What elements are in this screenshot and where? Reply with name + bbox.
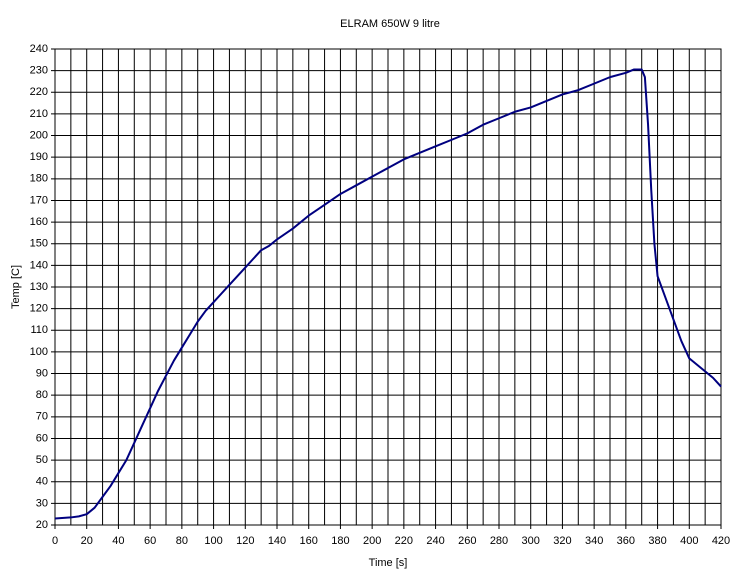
y-tick-label: 120 xyxy=(30,303,48,315)
x-tick-label: 140 xyxy=(268,535,286,547)
y-tick-label: 180 xyxy=(30,173,48,185)
x-tick-label: 100 xyxy=(204,535,222,547)
y-tick-label: 210 xyxy=(30,108,48,120)
y-tick-label: 160 xyxy=(30,216,48,228)
x-tick-label: 320 xyxy=(553,535,571,547)
y-tick-label: 130 xyxy=(30,281,48,293)
x-tick-label: 80 xyxy=(176,535,188,547)
x-tick-label: 220 xyxy=(395,535,413,547)
x-tick-label: 420 xyxy=(712,535,730,547)
y-tick-label: 40 xyxy=(36,476,48,488)
x-tick-label: 380 xyxy=(648,535,666,547)
x-tick-label: 340 xyxy=(585,535,603,547)
y-tick-label: 110 xyxy=(30,324,48,336)
y-tick-label: 20 xyxy=(36,519,48,531)
y-tick-label: 140 xyxy=(30,259,48,271)
x-tick-label: 300 xyxy=(522,535,540,547)
chart-title: ELRAM 650W 9 litre xyxy=(340,18,440,30)
x-tick-label: 160 xyxy=(300,535,318,547)
y-tick-label: 170 xyxy=(30,194,48,206)
data-line xyxy=(54,68,722,520)
y-tick-label: 220 xyxy=(30,86,48,98)
x-tick-label: 400 xyxy=(680,535,698,547)
x-tick-label: 20 xyxy=(81,535,93,547)
y-tick-label: 70 xyxy=(36,411,48,423)
y-tick-label: 150 xyxy=(30,238,48,250)
y-tick-label: 60 xyxy=(36,432,48,444)
y-axis-label: Temp [C] xyxy=(10,265,22,309)
x-tick-label: 0 xyxy=(52,535,58,547)
x-tick-label: 200 xyxy=(363,535,381,547)
y-tick-label: 100 xyxy=(30,346,48,358)
y-tick-label: 230 xyxy=(30,65,48,77)
x-tick-label: 240 xyxy=(426,535,444,547)
y-tick-label: 190 xyxy=(30,151,48,163)
y-tick-label: 50 xyxy=(36,454,48,466)
x-tick-label: 180 xyxy=(331,535,349,547)
x-tick-label: 260 xyxy=(458,535,476,547)
x-tick-label: 280 xyxy=(490,535,508,547)
y-tick-label: 90 xyxy=(36,367,48,379)
y-tick-label: 30 xyxy=(36,497,48,509)
x-axis-label: Time [s] xyxy=(369,557,408,569)
y-tick-label: 200 xyxy=(30,129,48,141)
y-tick-label: 240 xyxy=(30,43,48,55)
x-tick-label: 60 xyxy=(144,535,156,547)
y-tick-label: 80 xyxy=(36,389,48,401)
plot-border xyxy=(54,48,722,526)
x-tick-label: 40 xyxy=(112,535,124,547)
x-tick-label: 120 xyxy=(236,535,254,547)
x-tick-label: 360 xyxy=(617,535,635,547)
